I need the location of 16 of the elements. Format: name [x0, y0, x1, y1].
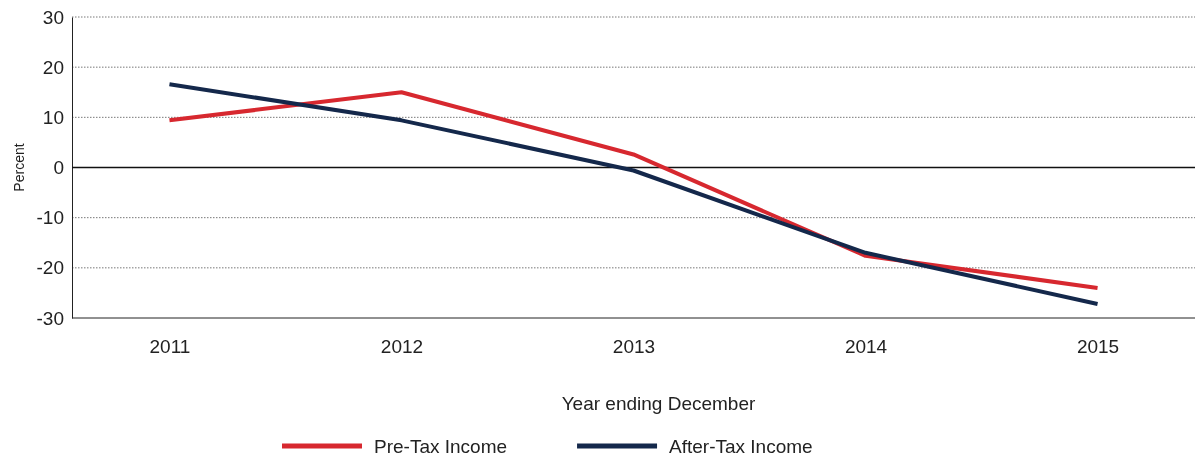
x-tick-label: 2013 — [612, 336, 656, 358]
y-tick-label: 10 — [42, 106, 64, 128]
x-axis-title: Year ending December — [561, 393, 756, 414]
legend-label: After-Tax Income — [669, 436, 813, 457]
y-tick-label: 20 — [42, 56, 64, 78]
x-tick-label: 2014 — [844, 336, 888, 358]
x-tick-label: 2012 — [380, 336, 424, 358]
legend-label: Pre-Tax Income — [374, 436, 508, 457]
y-tick-label: -10 — [36, 207, 64, 229]
y-tick-label: 0 — [53, 157, 64, 179]
y-axis-title: Percent — [11, 143, 27, 192]
y-tick-label: 30 — [42, 6, 64, 28]
y-tick-label: -30 — [36, 307, 64, 329]
y-tick-label: -20 — [36, 257, 64, 279]
x-tick-label: 2011 — [149, 336, 191, 358]
x-tick-label: 2015 — [1076, 336, 1120, 358]
